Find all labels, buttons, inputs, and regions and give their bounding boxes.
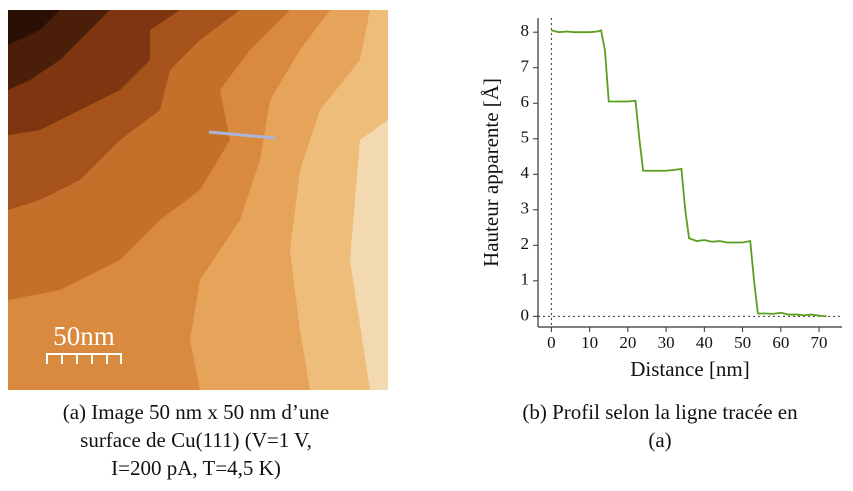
- y-tick-label: 6: [521, 92, 530, 111]
- x-tick-label: 20: [619, 333, 636, 352]
- profile-line: [551, 29, 827, 318]
- y-tick-label: 3: [521, 199, 530, 218]
- x-tick-label: 0: [547, 333, 556, 352]
- x-tick-label: 40: [696, 333, 713, 352]
- caption-b: (b) Profil selon la ligne tracée en: [522, 400, 798, 424]
- profile-line: [208, 130, 276, 140]
- x-tick-label: 30: [658, 333, 675, 352]
- caption-b: (a): [648, 428, 671, 452]
- x-tick-label: 10: [581, 333, 598, 352]
- y-tick-label: 8: [521, 21, 530, 40]
- caption-a: I=200 pA, T=4,5 K): [111, 456, 281, 480]
- x-axis-label: Distance [nm]: [630, 357, 750, 381]
- y-tick-label: 2: [521, 234, 530, 253]
- y-tick-label: 4: [521, 163, 530, 182]
- y-tick-label: 0: [521, 305, 530, 324]
- x-tick-label: 50: [734, 333, 751, 352]
- y-tick-label: 1: [521, 270, 530, 289]
- caption-a: surface de Cu(111) (V=1 V,: [80, 428, 312, 452]
- stm-image: 50nm: [8, 10, 388, 390]
- scale-bar: [46, 353, 122, 364]
- caption-a: (a) Image 50 nm x 50 nm d’une: [63, 400, 330, 424]
- y-tick-label: 7: [521, 57, 530, 76]
- x-tick-label: 60: [772, 333, 789, 352]
- y-axis-label: Hauteur apparente [Å]: [479, 78, 503, 267]
- x-tick-label: 70: [811, 333, 828, 352]
- y-tick-label: 5: [521, 128, 530, 147]
- scale-label: 50nm: [53, 321, 115, 351]
